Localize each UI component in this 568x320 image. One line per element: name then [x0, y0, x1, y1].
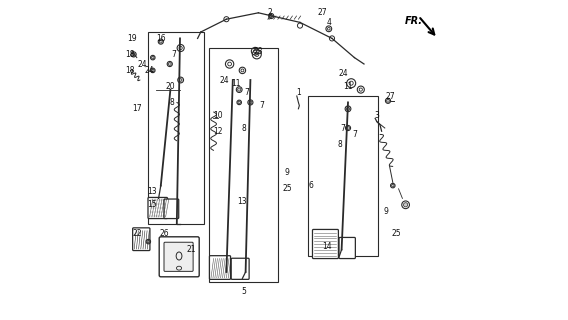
Text: 11: 11 [231, 79, 241, 88]
Text: 14: 14 [323, 242, 332, 251]
Text: 10: 10 [214, 111, 223, 120]
Text: 13: 13 [147, 188, 157, 196]
Circle shape [132, 53, 135, 56]
Text: 6: 6 [309, 181, 314, 190]
Text: 7: 7 [171, 50, 176, 59]
Circle shape [147, 240, 149, 243]
Text: 22: 22 [132, 229, 141, 238]
Text: 16: 16 [156, 34, 166, 43]
Circle shape [152, 69, 154, 72]
Circle shape [346, 107, 349, 110]
Text: 4: 4 [327, 18, 331, 27]
FancyBboxPatch shape [133, 228, 150, 251]
Text: FR.: FR. [404, 16, 423, 26]
FancyBboxPatch shape [231, 258, 249, 279]
Circle shape [168, 63, 171, 65]
Circle shape [152, 56, 154, 59]
Text: 18: 18 [126, 66, 135, 75]
Text: 7: 7 [341, 124, 346, 132]
Text: 5: 5 [241, 287, 247, 296]
Text: 18: 18 [126, 50, 135, 59]
Text: 12: 12 [214, 127, 223, 136]
Text: 7: 7 [352, 130, 357, 139]
Circle shape [160, 40, 162, 43]
Text: 20: 20 [166, 82, 175, 91]
Text: 8: 8 [170, 98, 174, 107]
Text: 24: 24 [144, 66, 154, 75]
Circle shape [238, 101, 240, 104]
Text: 27: 27 [318, 8, 327, 17]
FancyBboxPatch shape [164, 242, 193, 271]
Circle shape [391, 184, 394, 187]
Circle shape [249, 101, 252, 104]
FancyBboxPatch shape [210, 256, 231, 279]
Text: 23: 23 [253, 47, 263, 56]
Text: 25: 25 [282, 184, 292, 193]
Bar [148, 32, 204, 224]
Text: 9: 9 [384, 207, 389, 216]
Text: 1: 1 [296, 88, 301, 97]
Text: 3: 3 [374, 111, 379, 120]
Bar [308, 96, 378, 256]
FancyBboxPatch shape [159, 237, 199, 277]
Circle shape [387, 100, 390, 102]
Text: 7: 7 [259, 101, 264, 110]
Text: 17: 17 [132, 104, 141, 113]
Circle shape [346, 127, 349, 129]
Text: 19: 19 [127, 34, 137, 43]
FancyBboxPatch shape [339, 237, 356, 259]
Text: 21: 21 [186, 245, 196, 254]
Text: 27: 27 [386, 92, 395, 100]
Bar [209, 48, 278, 282]
Text: 25: 25 [391, 229, 401, 238]
Text: 11: 11 [343, 82, 353, 91]
Circle shape [403, 203, 408, 207]
Text: 24: 24 [220, 76, 229, 84]
FancyBboxPatch shape [312, 229, 339, 259]
FancyBboxPatch shape [148, 197, 168, 219]
Text: 15: 15 [147, 200, 157, 209]
Text: 13: 13 [237, 197, 247, 206]
Text: 24: 24 [339, 69, 348, 78]
Text: 2: 2 [267, 8, 272, 17]
Text: 7: 7 [245, 88, 250, 97]
FancyBboxPatch shape [164, 199, 179, 219]
Circle shape [237, 88, 241, 91]
Text: 24: 24 [138, 60, 147, 68]
Text: 8: 8 [337, 140, 343, 148]
Text: 8: 8 [241, 124, 247, 132]
Text: 9: 9 [285, 168, 290, 177]
Text: 26: 26 [159, 229, 169, 238]
Circle shape [270, 15, 273, 17]
